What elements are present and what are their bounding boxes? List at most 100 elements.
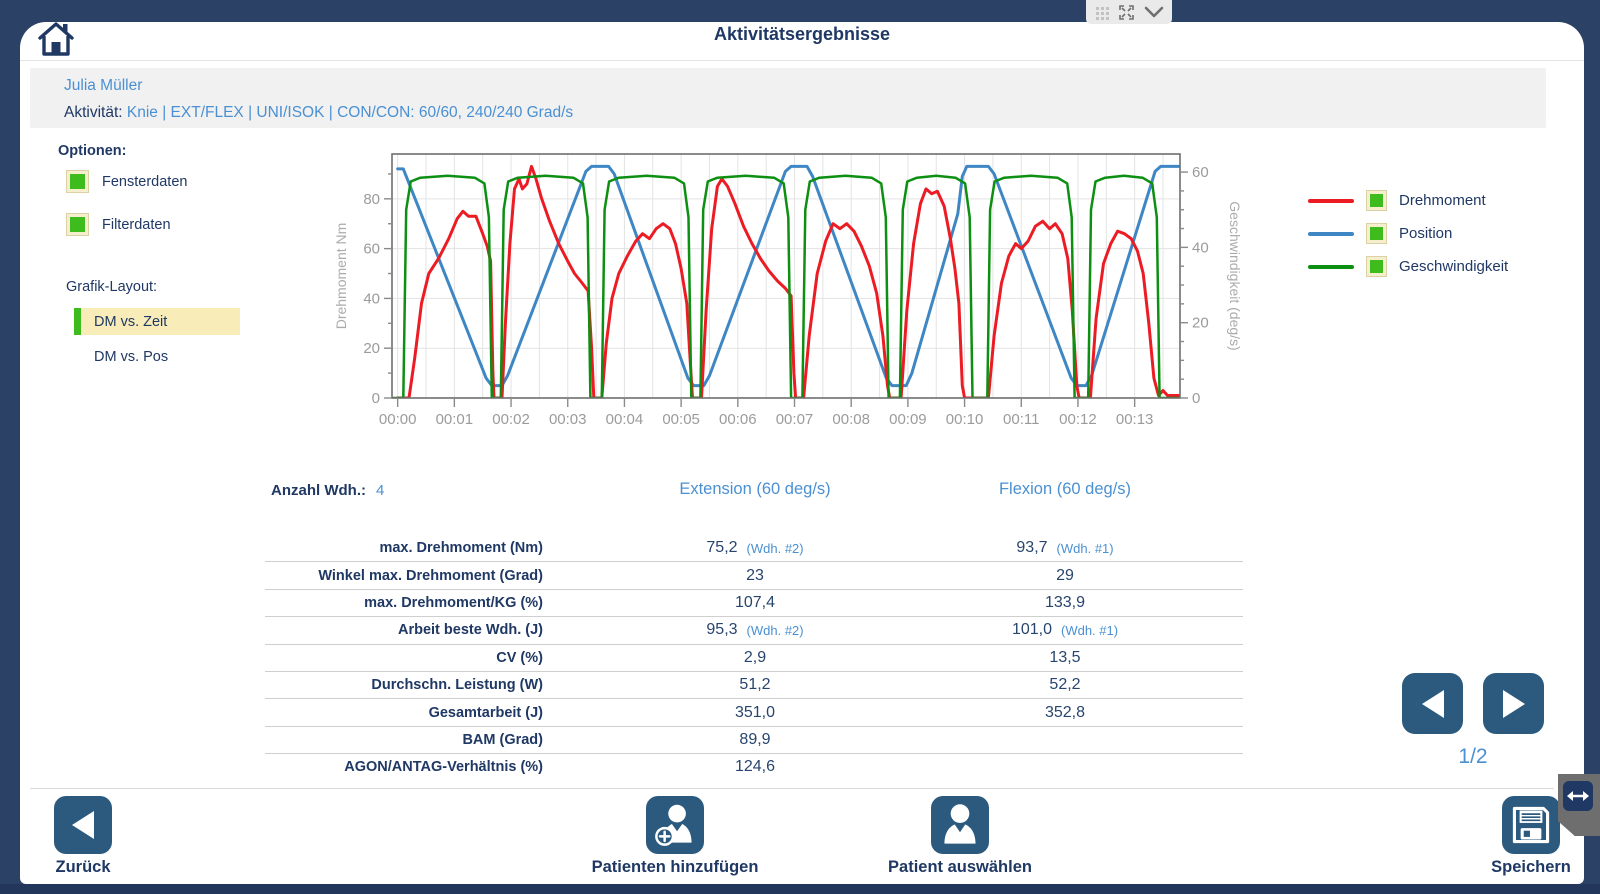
- reps-label: Anzahl Wdh.:: [271, 482, 366, 499]
- flexion-value: 133,9: [1044, 593, 1086, 611]
- select-patient-icon: [931, 796, 989, 854]
- extension-value: 75,2 (Wdh. #2): [706, 539, 804, 557]
- legend-row-position: Position: [1308, 217, 1508, 250]
- speed-line-sample: [1308, 264, 1354, 269]
- table-row: max. Drehmoment/KG (%) 107,4 133,9: [265, 590, 1243, 618]
- selected-indicator-bar: [74, 308, 81, 335]
- table-row: max. Drehmoment (Nm) 75,2 (Wdh. #2) 93,7 (Wd…: [265, 535, 1243, 563]
- checkbox-label: Filterdaten: [102, 216, 171, 233]
- legend-label: Position: [1399, 225, 1453, 242]
- grid-icon[interactable]: [1094, 4, 1110, 20]
- row-label: Gesamtarbeit (J): [428, 704, 543, 721]
- row-label: Durchschn. Leistung (W): [371, 677, 543, 694]
- table-row: BAM (Grad) 89,9: [265, 727, 1243, 755]
- svg-text:20: 20: [363, 340, 380, 357]
- row-label: CV (%): [496, 649, 543, 666]
- window-mini-toolbar: [1086, 0, 1172, 24]
- activity-label: Aktivität:: [64, 104, 127, 121]
- page-title: Aktivitätsergebnisse: [713, 24, 891, 44]
- chart-legend: Drehmoment Position Geschwindigkeit: [1308, 184, 1508, 283]
- svg-text:00:13: 00:13: [1116, 411, 1154, 428]
- legend-checkbox[interactable]: [1366, 256, 1387, 277]
- layout-item-label: DM vs. Pos: [94, 348, 169, 365]
- legend-label: Drehmoment: [1399, 192, 1486, 209]
- svg-text:00:08: 00:08: [832, 411, 870, 428]
- svg-text:00:02: 00:02: [492, 411, 530, 428]
- row-label: AGON/ANTAG-Verhältnis (%): [344, 759, 543, 776]
- extension-value: 51,2: [739, 676, 771, 694]
- add-patient-label: Patienten hinzufügen: [591, 858, 759, 876]
- add-patient-button[interactable]: Patienten hinzufügen: [565, 796, 785, 877]
- svg-text:40: 40: [363, 290, 380, 307]
- column-header-flexion: Flexion (60 deg/s): [998, 480, 1132, 498]
- double-arrow-icon: [1563, 781, 1593, 811]
- svg-text:00:12: 00:12: [1059, 411, 1097, 428]
- svg-text:0: 0: [1192, 390, 1200, 407]
- svg-text:00:04: 00:04: [606, 411, 644, 428]
- flexion-value: 13,5: [1049, 648, 1081, 666]
- header-separator: [20, 60, 1584, 61]
- expand-icon[interactable]: [1118, 4, 1135, 21]
- legend-label: Geschwindigkeit: [1399, 258, 1509, 275]
- legend-checkbox[interactable]: [1366, 223, 1387, 244]
- remote-support-tab[interactable]: [1558, 774, 1600, 836]
- svg-text:Drehmoment Nm: Drehmoment Nm: [333, 223, 349, 330]
- save-button[interactable]: Speichern: [1456, 796, 1600, 877]
- chevron-down-icon[interactable]: [1144, 6, 1164, 18]
- row-label: BAM (Grad): [462, 731, 543, 748]
- svg-text:00:00: 00:00: [379, 411, 417, 428]
- results-chart: 00:00 00:01 00:02 00:03 00:04 00:05 00:06 00:07…: [330, 140, 1250, 450]
- table-row: Winkel max. Drehmoment (Grad) 23 29: [265, 562, 1243, 590]
- home-icon: [38, 22, 74, 56]
- checkbox-filterdaten[interactable]: Filterdaten: [66, 213, 171, 236]
- back-button[interactable]: Zurück: [30, 796, 136, 877]
- reps-value: 4: [375, 482, 385, 499]
- flexion-value: 352,8: [1044, 703, 1086, 721]
- checkbox-icon[interactable]: [66, 213, 89, 236]
- flexion-value: [950, 727, 1180, 753]
- save-icon: [1502, 796, 1560, 854]
- svg-text:00:03: 00:03: [549, 411, 587, 428]
- repetition-note: (Wdh. #2): [746, 540, 804, 556]
- save-label: Speichern: [1491, 858, 1571, 876]
- extension-value: 107,4: [734, 593, 776, 611]
- back-label: Zurück: [55, 858, 111, 876]
- extension-value: 2,9: [743, 648, 767, 666]
- svg-text:00:09: 00:09: [889, 411, 927, 428]
- select-patient-label: Patient auswählen: [888, 858, 1032, 876]
- flexion-value: 52,2: [1049, 676, 1081, 694]
- checkbox-label: Fensterdaten: [102, 173, 188, 190]
- home-button[interactable]: [32, 14, 80, 62]
- position-line-sample: [1308, 231, 1354, 236]
- legend-checkbox[interactable]: [1366, 190, 1387, 211]
- row-label: Arbeit beste Wdh. (J): [397, 622, 543, 639]
- legend-row-geschwindigkeit: Geschwindigkeit: [1308, 250, 1508, 283]
- page-indicator: 1/2: [1458, 745, 1488, 768]
- svg-text:20: 20: [1192, 315, 1209, 332]
- extension-value: 351,0: [734, 703, 776, 721]
- svg-text:00:10: 00:10: [946, 411, 984, 428]
- table-row: CV (%) 2,9 13,5: [265, 645, 1243, 672]
- arrow-left-icon: [1421, 689, 1444, 718]
- layout-item-label: DM vs. Zeit: [94, 313, 168, 330]
- checkbox-fensterdaten[interactable]: Fensterdaten: [66, 170, 187, 193]
- layout-item-dm-vs-pos[interactable]: DM vs. Pos: [74, 343, 240, 370]
- table-row: Gesamtarbeit (J) 351,0 352,8: [265, 699, 1243, 727]
- bottom-frame: [0, 884, 1600, 894]
- layout-item-dm-vs-zeit[interactable]: DM vs. Zeit: [74, 308, 240, 335]
- extension-value: 23: [746, 566, 764, 584]
- select-patient-button[interactable]: Patient auswählen: [850, 796, 1070, 877]
- checkbox-icon[interactable]: [66, 170, 89, 193]
- next-page-button[interactable]: [1483, 673, 1544, 734]
- patient-info-panel: Julia Müller Aktivität: Knie | EXT/FLEX …: [30, 68, 1546, 128]
- options-heading: Optionen:: [58, 143, 127, 159]
- svg-text:00:01: 00:01: [436, 411, 474, 428]
- svg-text:80: 80: [363, 191, 380, 208]
- repetition-count: Anzahl Wdh.: 4: [271, 482, 384, 499]
- previous-page-button[interactable]: [1402, 673, 1463, 734]
- svg-text:60: 60: [1192, 164, 1209, 181]
- arrow-right-icon: [1502, 689, 1525, 718]
- row-label: max. Drehmoment/KG (%): [364, 594, 543, 611]
- svg-text:00:11: 00:11: [1003, 411, 1039, 428]
